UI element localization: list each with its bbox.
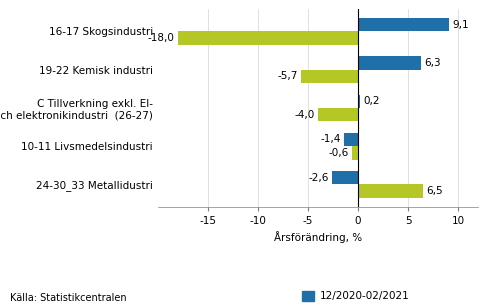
Text: -18,0: -18,0 [148,33,175,43]
Legend: 12/2020-02/2021, 12/2019-02/2020: 12/2020-02/2021, 12/2019-02/2020 [298,287,413,304]
Bar [332,171,358,184]
Bar [178,32,358,45]
Bar [358,18,449,32]
Bar [358,95,360,108]
Text: -1,4: -1,4 [320,134,341,144]
Text: -5,7: -5,7 [278,71,298,81]
Bar [301,70,358,83]
Text: Källa: Statistikcentralen: Källa: Statistikcentralen [10,293,127,303]
Bar [318,108,358,121]
Text: -2,6: -2,6 [309,173,329,183]
Bar [358,56,421,70]
Text: -0,6: -0,6 [329,148,349,158]
Text: 6,3: 6,3 [424,58,441,68]
Text: 6,5: 6,5 [426,186,443,196]
Bar [358,184,423,198]
Bar [352,146,358,160]
Bar [344,133,358,146]
X-axis label: Årsförändring, %: Årsförändring, % [274,231,362,243]
Text: 0,2: 0,2 [363,96,380,106]
Text: 9,1: 9,1 [452,20,469,30]
Text: -4,0: -4,0 [295,110,315,119]
